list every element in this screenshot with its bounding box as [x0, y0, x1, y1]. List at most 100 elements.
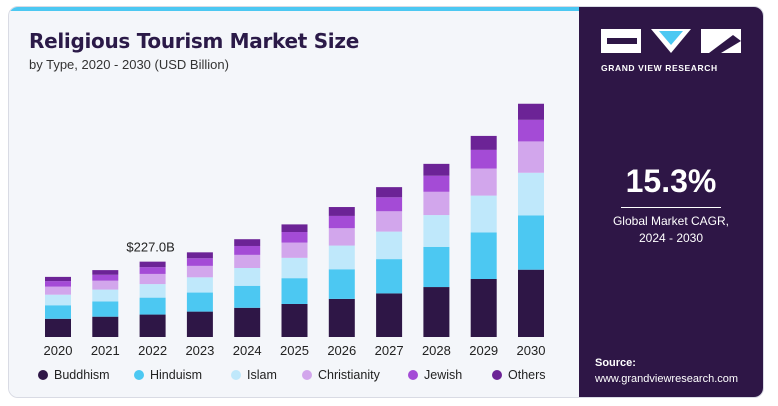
bar-segment-islam-2023 [186, 277, 213, 293]
bar-segment-jewish-2029 [470, 149, 497, 169]
bar-segment-others-2025 [281, 224, 308, 233]
bar-segment-jewish-2030 [518, 119, 544, 142]
bar-segment-buddhism-2023 [186, 311, 213, 337]
bar-segment-others-2026 [328, 207, 355, 216]
legend-swatch-others [492, 370, 502, 380]
bar-segment-jewish-2021 [92, 274, 119, 281]
bar-segment-jewish-2027 [376, 197, 403, 212]
chart-panel: Religious Tourism Market Size by Type, 2… [9, 7, 579, 397]
bar-segment-christianity-2020 [45, 286, 71, 295]
bar-segment-jewish-2024 [234, 245, 261, 255]
x-tick-label: 2028 [422, 343, 451, 358]
bar-segment-buddhism-2030 [518, 269, 544, 337]
legend-swatch-hinduism [134, 370, 144, 380]
cagr-value: 15.3% [625, 163, 717, 199]
bar-segment-hinduism-2021 [92, 301, 119, 317]
bar-segment-hinduism-2026 [328, 269, 355, 299]
legend-label-christianity: Christianity [318, 368, 381, 382]
bar-segment-islam-2020 [45, 294, 71, 306]
bar-segment-jewish-2020 [45, 281, 71, 287]
x-tick-label: 2024 [233, 343, 262, 358]
source-label: Source: [595, 357, 636, 369]
x-tick-label: 2027 [375, 343, 404, 358]
bar-segment-jewish-2028 [423, 175, 450, 192]
legend-swatch-islam [231, 370, 241, 380]
bar-segment-jewish-2023 [186, 258, 213, 266]
stacked-bar-chart: 2020 2021 2022 $227.0B 2023 2024 2025 2026 2027 2… [38, 103, 546, 382]
legend-label-hinduism: Hinduism [150, 368, 202, 382]
bar-segment-christianity-2023 [186, 265, 213, 278]
bar-segment-jewish-2025 [281, 232, 308, 243]
bar-segment-others-2024 [234, 239, 261, 246]
bar-segment-buddhism-2029 [470, 279, 497, 337]
legend-label-jewish: Jewish [424, 368, 462, 382]
bar-segment-others-2030 [518, 103, 544, 120]
bar-segment-hinduism-2028 [423, 246, 450, 288]
bar-segment-jewish-2026 [328, 215, 355, 229]
sidebar: GRAND VIEW RESEARCH 15.3% Global Market … [579, 7, 763, 397]
x-tick-label: 2026 [327, 343, 356, 358]
bar-segment-hinduism-2030 [518, 215, 544, 270]
bar-segment-buddhism-2024 [234, 307, 261, 337]
bar-segment-buddhism-2022 [139, 314, 166, 337]
chart-card: Religious Tourism Market Size by Type, 2… [8, 6, 764, 398]
bar-segment-christianity-2030 [518, 141, 544, 173]
bar-segment-christianity-2029 [470, 168, 497, 196]
bar-segment-hinduism-2024 [234, 285, 261, 308]
legend-swatch-buddhism [38, 370, 48, 380]
cagr-label-line1: Global Market CAGR, [612, 214, 730, 228]
bar-segment-christianity-2028 [423, 191, 450, 216]
chart-title: Religious Tourism Market Size [29, 29, 359, 53]
bar-segment-others-2020 [45, 276, 71, 282]
bar-segment-islam-2021 [92, 289, 119, 302]
accent-bar [9, 7, 579, 11]
bar-segment-hinduism-2022 [139, 297, 166, 315]
bar-segment-islam-2025 [281, 257, 308, 279]
bar-segment-hinduism-2020 [45, 305, 71, 319]
bar-segment-islam-2027 [376, 231, 403, 260]
bar-segment-christianity-2022 [139, 273, 166, 285]
gvr-logo-icon [601, 29, 741, 53]
bar-segment-buddhism-2021 [92, 316, 119, 337]
bar-segment-islam-2022 [139, 284, 166, 298]
bar-segment-hinduism-2023 [186, 292, 213, 312]
legend-swatch-jewish [408, 370, 418, 380]
legend-swatch-christianity [302, 370, 312, 380]
legend-label-others: Others [508, 368, 546, 382]
source-url[interactable]: www.grandviewresearch.com [595, 373, 739, 385]
bar-segment-buddhism-2025 [281, 303, 308, 337]
bar-segment-others-2029 [470, 135, 497, 150]
cagr-label-line2: 2024 - 2030 [638, 231, 704, 245]
x-tick-label: 2020 [44, 343, 73, 358]
bar-segment-hinduism-2029 [470, 232, 497, 280]
bar-segment-hinduism-2027 [376, 259, 403, 294]
x-tick-label: 2029 [469, 343, 498, 358]
bar-segment-christianity-2024 [234, 254, 261, 268]
bar-segment-christianity-2025 [281, 242, 308, 258]
bar-segment-islam-2030 [518, 172, 544, 216]
bar-segment-others-2027 [376, 187, 403, 198]
bar-segment-christianity-2027 [376, 211, 403, 232]
x-tick-label: 2022 [138, 343, 167, 358]
bar-segment-christianity-2021 [92, 280, 119, 290]
data-label-annotation: $227.0B [126, 240, 174, 255]
chart-subtitle: by Type, 2020 - 2030 (USD Billion) [29, 57, 229, 72]
bar-segment-christianity-2026 [328, 228, 355, 246]
legend-label-islam: Islam [247, 368, 277, 382]
bar-segment-others-2022 [139, 261, 166, 268]
bar-segment-jewish-2022 [139, 267, 166, 274]
bar-segment-others-2023 [186, 252, 213, 259]
x-tick-label: 2025 [280, 343, 309, 358]
bar-segment-islam-2029 [470, 195, 497, 233]
bar-segment-buddhism-2027 [376, 293, 403, 337]
bar-segment-islam-2028 [423, 215, 450, 247]
bar-segment-others-2021 [92, 270, 119, 275]
bar-segment-buddhism-2028 [423, 287, 450, 337]
bar-segment-islam-2026 [328, 245, 355, 270]
x-tick-label: 2030 [517, 343, 546, 358]
bar-segment-buddhism-2020 [45, 318, 71, 337]
cagr-label: Global Market CAGR, 2024 - 2030 [579, 213, 763, 247]
x-tick-label: 2023 [185, 343, 214, 358]
x-tick-label: 2021 [91, 343, 120, 358]
bar-segment-others-2028 [423, 163, 450, 176]
